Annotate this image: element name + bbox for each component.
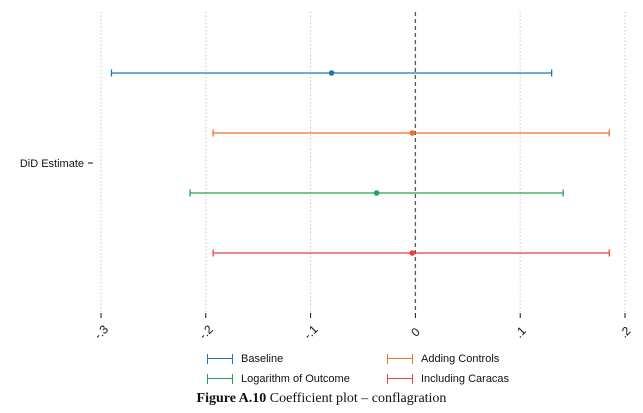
legend-item-log-outcome: Logarithm of Outcome	[207, 373, 350, 385]
x-axis: -.3 -.2 -.1 0 .1 .2	[91, 313, 634, 342]
x-tick-label: 0	[408, 325, 423, 340]
series-logarithm-of-outcome	[189, 189, 564, 197]
legend-key-adding-controls	[387, 354, 413, 364]
point-estimate	[328, 70, 335, 76]
caption-text: Coefficient plot – conflagration	[269, 391, 447, 406]
point-estimate	[409, 250, 416, 256]
x-tick-label: -.2	[196, 322, 216, 342]
y-tick-label: DiD Estimate	[20, 158, 84, 170]
figure-caption: Figure A.10 Coefficient plot – conflagra…	[0, 391, 643, 413]
x-tick-label: -.3	[91, 322, 111, 342]
coefficient-plot: DiD Estimate -.3 -.2 -.1 0 .1 .2	[20, 12, 634, 342]
legend-item-including-caracas: Including Caracas	[387, 373, 509, 385]
x-tick-label: -.1	[301, 322, 321, 342]
legend-label: Baseline	[241, 353, 284, 365]
y-axis: DiD Estimate	[20, 158, 93, 170]
grid-lines	[100, 12, 626, 313]
legend-item-baseline: Baseline	[207, 353, 283, 365]
point-estimate	[409, 130, 416, 136]
legend-key-including-caracas	[387, 374, 413, 384]
legend-key-log-outcome	[207, 374, 233, 384]
series-adding-controls	[212, 129, 610, 137]
caption-label: Figure A.10	[196, 391, 267, 406]
series-baseline	[110, 69, 553, 77]
series-including-caracas	[212, 249, 610, 257]
legend-label: Adding Controls	[421, 353, 500, 365]
x-tick-label: .2	[617, 323, 634, 340]
series-group	[110, 69, 610, 257]
point-estimate	[373, 190, 380, 196]
legend-label: Including Caracas	[421, 373, 510, 385]
legend: Baseline Adding Controls Logarithm of Ou…	[207, 353, 547, 393]
x-tick-label: .1	[512, 323, 529, 340]
legend-label: Logarithm of Outcome	[241, 373, 350, 385]
legend-key-baseline	[207, 354, 233, 364]
legend-item-adding-controls: Adding Controls	[387, 353, 499, 365]
